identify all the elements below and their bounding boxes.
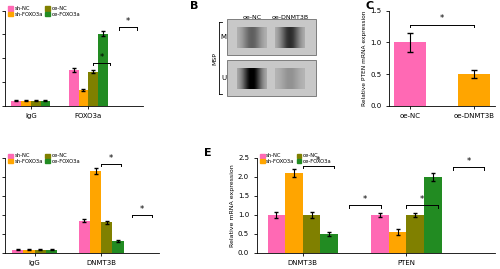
Bar xyxy=(406,215,424,253)
Text: *: * xyxy=(363,196,367,204)
Bar xyxy=(34,250,46,253)
Y-axis label: Relative mRNA expression: Relative mRNA expression xyxy=(230,164,235,247)
Text: *: * xyxy=(466,157,470,167)
Bar xyxy=(24,250,34,253)
Text: E: E xyxy=(204,148,212,158)
Bar xyxy=(69,70,78,106)
Bar xyxy=(101,222,112,253)
Legend: sh-NC, sh-FOXO3a, oe-NC, oe-FOXO3a: sh-NC, sh-FOXO3a, oe-NC, oe-FOXO3a xyxy=(8,6,81,18)
Bar xyxy=(90,171,101,253)
Text: *: * xyxy=(140,205,144,214)
Bar xyxy=(88,72,98,106)
Bar xyxy=(98,34,108,106)
Legend: sh-NC, sh-FOXO3a, oe-NC, oe-FOXO3a: sh-NC, sh-FOXO3a, oe-NC, oe-FOXO3a xyxy=(260,153,332,165)
Bar xyxy=(78,90,88,106)
Text: B: B xyxy=(190,1,198,11)
Bar xyxy=(394,43,426,106)
Bar xyxy=(12,101,21,106)
Text: C: C xyxy=(366,1,374,11)
FancyBboxPatch shape xyxy=(226,19,316,55)
Bar xyxy=(424,177,442,253)
Bar xyxy=(78,221,90,253)
Text: *: * xyxy=(316,155,320,165)
Bar xyxy=(21,101,31,106)
Legend: sh-NC, sh-FOXO3a, oe-NC, oe-FOXO3a: sh-NC, sh-FOXO3a, oe-NC, oe-FOXO3a xyxy=(8,153,81,165)
FancyBboxPatch shape xyxy=(226,60,316,96)
Text: oe-NC: oe-NC xyxy=(242,15,262,20)
Bar xyxy=(46,250,57,253)
Bar xyxy=(285,173,303,253)
Text: *: * xyxy=(100,53,103,62)
Bar xyxy=(320,234,338,253)
Bar xyxy=(389,232,406,253)
Text: U: U xyxy=(221,75,226,81)
Text: oe-DNMT3B: oe-DNMT3B xyxy=(272,15,309,20)
Text: *: * xyxy=(109,154,114,163)
Bar xyxy=(458,74,490,106)
Bar xyxy=(112,241,124,253)
Bar xyxy=(268,215,285,253)
Text: *: * xyxy=(440,15,444,23)
Bar xyxy=(40,101,50,106)
Bar xyxy=(31,101,40,106)
Bar xyxy=(371,215,389,253)
Bar xyxy=(303,215,320,253)
Bar xyxy=(12,250,24,253)
Text: M: M xyxy=(220,34,226,40)
Y-axis label: Relative PTEN mRNA expression: Relative PTEN mRNA expression xyxy=(362,10,368,106)
Text: MSP: MSP xyxy=(212,52,218,65)
Text: *: * xyxy=(126,17,130,26)
Text: *: * xyxy=(420,196,424,204)
